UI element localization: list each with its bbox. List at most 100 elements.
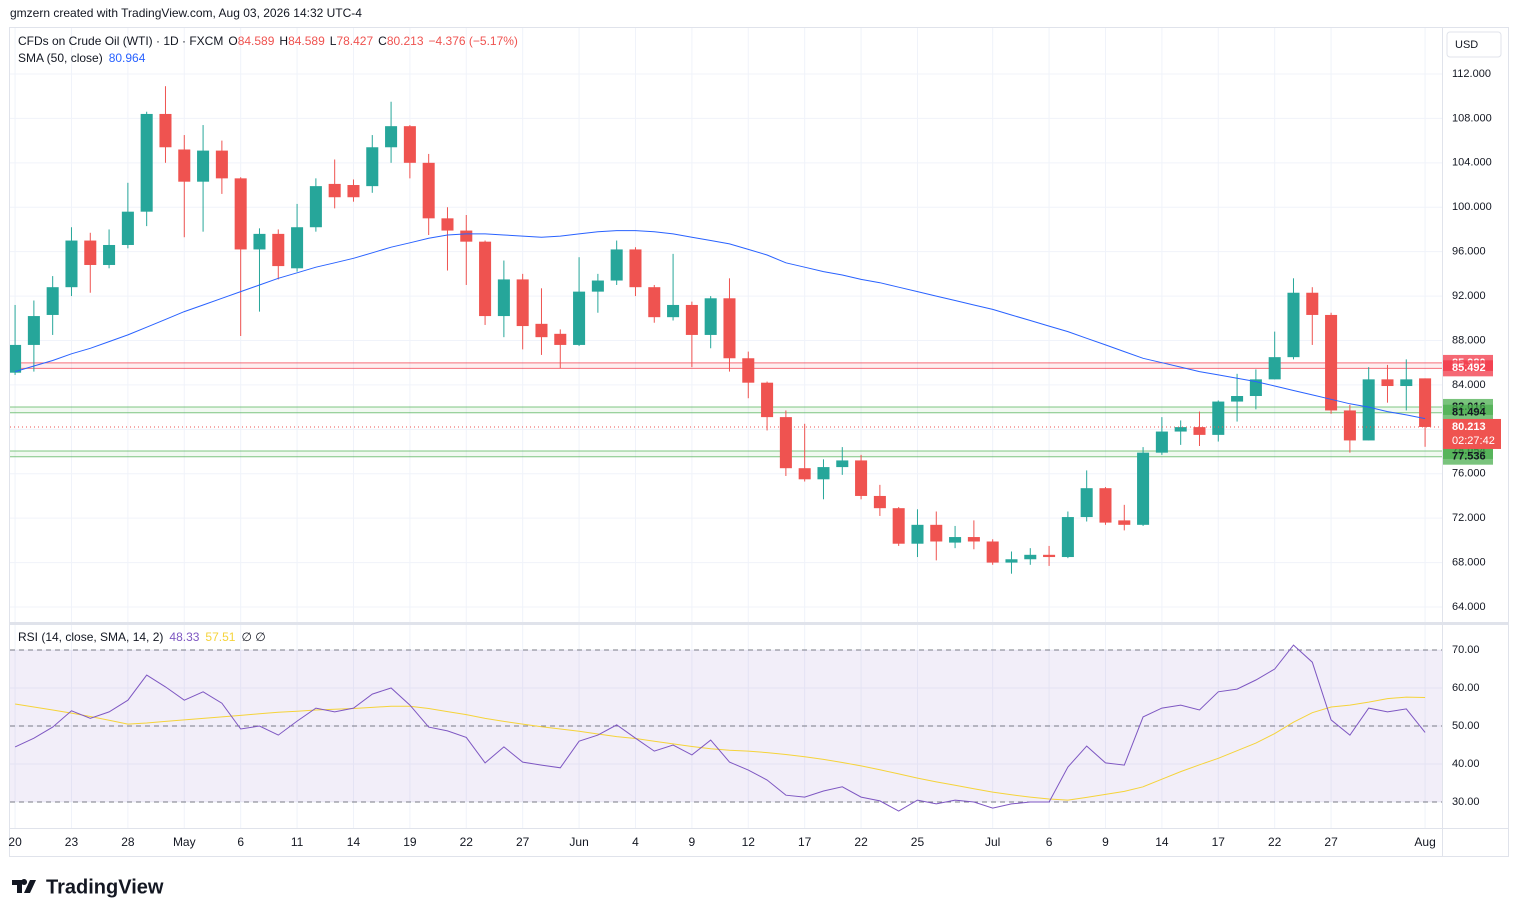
candle-body bbox=[1080, 488, 1093, 518]
zone bbox=[10, 406, 1442, 413]
zone-price-box bbox=[1443, 404, 1493, 421]
axes: 20 23 28 May 6 11 14 19 22 27 Jun 4 9 12 17 22 25 Jul 6 9 14… bbox=[8, 68, 1501, 849]
candle-body bbox=[949, 537, 962, 543]
rsi-legend: RSI (14, close, SMA, 14, 2) 48.33 57.51 ∅ ∅ bbox=[18, 630, 266, 644]
frame bbox=[9, 27, 1509, 857]
candle-body bbox=[46, 287, 59, 315]
x-tick-label: 6 bbox=[1046, 835, 1053, 849]
candle-body bbox=[497, 279, 510, 317]
y-tick-label: 88.000 bbox=[1452, 334, 1486, 346]
currency-box[interactable] bbox=[1446, 31, 1502, 58]
sma-value: 80.964 bbox=[109, 51, 146, 65]
candle-body bbox=[610, 249, 623, 281]
candle-body bbox=[178, 149, 191, 182]
candle-body bbox=[1099, 488, 1112, 523]
sma-legend: SMA (50, close) 80.964 bbox=[18, 51, 146, 65]
candle-body bbox=[328, 183, 341, 198]
x-tick-label: 22 bbox=[1268, 835, 1282, 849]
rsi-name: RSI (14, close, SMA, 14, 2) bbox=[18, 630, 163, 644]
x-tick-label: Aug bbox=[1414, 835, 1435, 849]
rsi-extra: ∅ ∅ bbox=[241, 630, 265, 644]
rsi-line bbox=[15, 696, 1426, 801]
x-tick-label: 12 bbox=[742, 835, 756, 849]
candle-body bbox=[798, 468, 811, 480]
candle-body bbox=[403, 126, 416, 163]
ohlc-value: 80.213 bbox=[387, 34, 424, 48]
x-tick-label: 19 bbox=[403, 835, 417, 849]
ohlc-letter: H bbox=[279, 34, 288, 48]
candle-body bbox=[761, 382, 774, 418]
y-tick-label: 76.000 bbox=[1452, 468, 1486, 480]
y-tick-label: 64.000 bbox=[1452, 601, 1486, 613]
candle-body bbox=[1249, 379, 1262, 397]
countdown: 02:27:42 bbox=[1452, 435, 1495, 447]
candle-body bbox=[1381, 379, 1394, 387]
y-tick-label: 72.000 bbox=[1452, 512, 1486, 524]
ohlc-value: 84.589 bbox=[288, 34, 325, 48]
y-tick-label: 100.000 bbox=[1452, 201, 1492, 213]
candle-body bbox=[253, 233, 266, 250]
x-tick-label: 9 bbox=[1102, 835, 1109, 849]
ohlc-value: 78.427 bbox=[336, 34, 373, 48]
x-tick-label: 17 bbox=[1212, 835, 1226, 849]
sma-name: SMA (50, close) bbox=[18, 51, 103, 65]
candle-body bbox=[685, 304, 698, 335]
candle-body bbox=[1193, 427, 1206, 435]
candle-body bbox=[385, 126, 398, 148]
candle-body bbox=[516, 279, 529, 327]
candle-body bbox=[967, 537, 980, 542]
candle-body bbox=[479, 241, 492, 317]
x-tick-label: Jul bbox=[985, 835, 1000, 849]
candle-body bbox=[1343, 410, 1356, 441]
sma-line bbox=[14, 230, 1426, 420]
currency: USD bbox=[1455, 39, 1478, 51]
candle-body bbox=[704, 298, 717, 335]
candle-body bbox=[234, 178, 247, 250]
candle-body bbox=[742, 358, 755, 383]
candle-body bbox=[892, 508, 905, 544]
x-tick-label: 11 bbox=[291, 835, 304, 849]
x-tick-label: 27 bbox=[1324, 835, 1338, 849]
candle-body bbox=[460, 230, 473, 242]
ohlc-letter: O bbox=[228, 34, 237, 48]
candle-body bbox=[986, 541, 999, 563]
last-price-box bbox=[1443, 418, 1501, 449]
candle-body bbox=[1287, 292, 1300, 358]
x-tick-label: May bbox=[173, 835, 196, 849]
zone-price-box bbox=[1443, 360, 1493, 377]
last-price-label: 80.213 bbox=[1452, 421, 1486, 433]
candle-body bbox=[836, 460, 849, 468]
x-tick-label: 17 bbox=[798, 835, 812, 849]
candle-body bbox=[422, 162, 435, 219]
attribution: gmzern created with TradingView.com, Aug… bbox=[10, 6, 362, 20]
legend: CFDs on Crude Oil (WTI) · 1D · FXCM O84.5… bbox=[18, 34, 518, 644]
logo-text: TradingView bbox=[46, 876, 164, 898]
x-tick-label: 25 bbox=[911, 835, 925, 849]
zone-price-box bbox=[1443, 448, 1493, 465]
candle-body bbox=[573, 291, 586, 345]
candle-body bbox=[1061, 517, 1074, 558]
y-tick-label: 60.00 bbox=[1452, 682, 1480, 694]
candle-body bbox=[1400, 379, 1413, 387]
candle-body bbox=[1024, 554, 1037, 560]
candle-body bbox=[1306, 292, 1319, 315]
candle-body bbox=[291, 227, 304, 269]
candle-body bbox=[103, 244, 116, 265]
candle-body bbox=[1419, 378, 1432, 427]
candle-body bbox=[1005, 559, 1018, 563]
x-tick-label: 22 bbox=[460, 835, 474, 849]
candle-body bbox=[366, 147, 379, 187]
candle-body bbox=[855, 460, 868, 496]
zone-price-label: 85.492 bbox=[1452, 362, 1486, 374]
candle-body bbox=[159, 113, 172, 148]
candle-body bbox=[121, 211, 134, 245]
ohlc-letter: C bbox=[378, 34, 387, 48]
zone-price-label: 81.494 bbox=[1452, 407, 1487, 419]
candle-body bbox=[1268, 357, 1281, 380]
x-tick-label: Jun bbox=[569, 835, 588, 849]
x-tick-label: 14 bbox=[1155, 835, 1169, 849]
candle-body bbox=[911, 524, 924, 544]
candle-body bbox=[1212, 401, 1225, 435]
y-tick-label: 84.000 bbox=[1452, 379, 1486, 391]
